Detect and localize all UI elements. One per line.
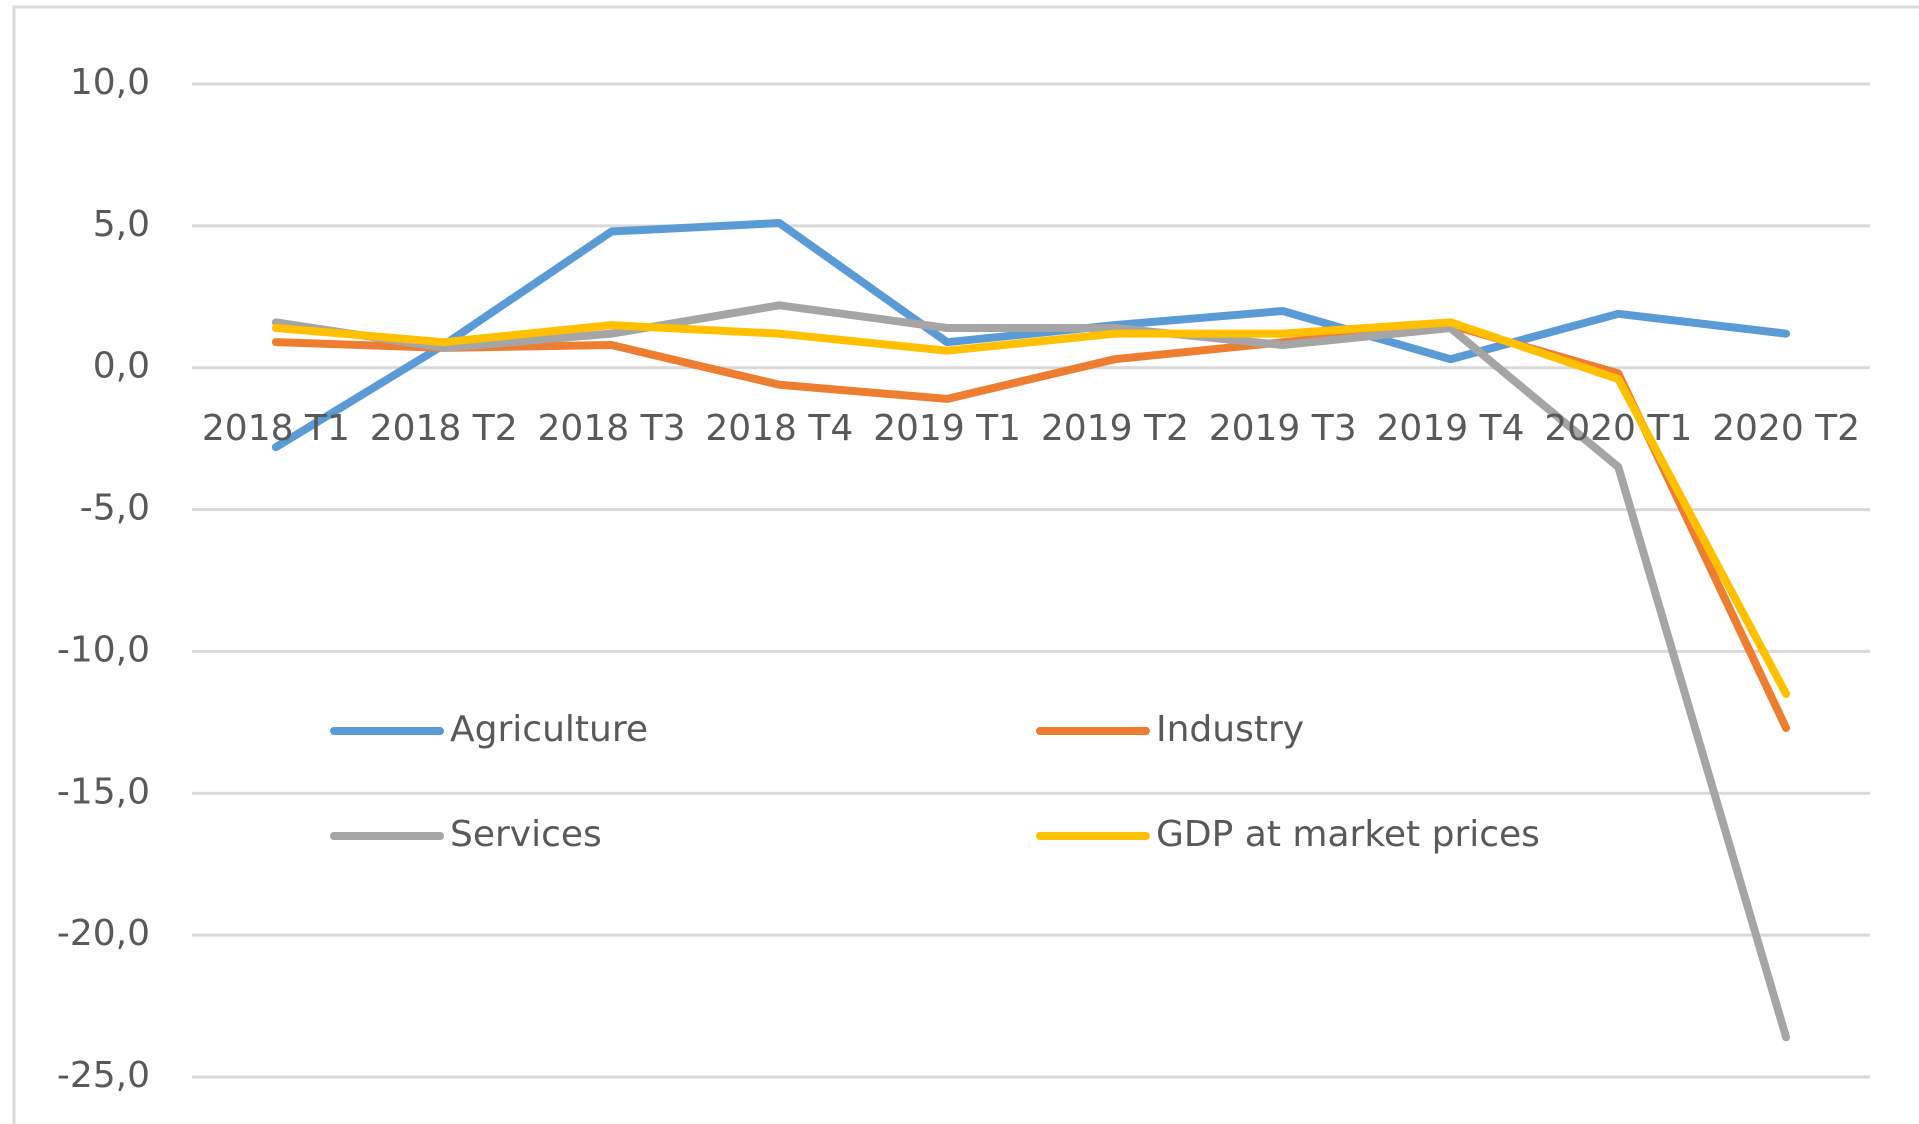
y-tick-label: 5,0 (93, 204, 150, 245)
x-tick-label: 2018 T3 (538, 408, 686, 449)
legend-label: Industry (1156, 709, 1304, 750)
legend-label: GDP at market prices (1156, 814, 1540, 855)
y-tick-label: 10,0 (70, 62, 150, 103)
x-tick-label: 2019 T3 (1209, 408, 1357, 449)
x-tick-label: 2020 T1 (1544, 408, 1692, 449)
x-tick-label: 2019 T4 (1377, 408, 1525, 449)
x-tick-label: 2018 T1 (202, 408, 350, 449)
y-tick-label: -20,0 (57, 913, 150, 954)
legend-label: Services (450, 814, 602, 855)
x-tick-label: 2018 T2 (370, 408, 518, 449)
x-tick-label: 2020 T2 (1712, 408, 1860, 449)
y-tick-label: -10,0 (57, 629, 150, 670)
x-tick-label: 2019 T1 (873, 408, 1021, 449)
legend-label: Agriculture (450, 709, 648, 750)
series-line (271, 301, 1791, 1042)
y-tick-label: -15,0 (57, 771, 150, 812)
y-tick-label: -5,0 (80, 488, 150, 529)
y-tick-label: 0,0 (93, 346, 150, 387)
series-line (271, 318, 1791, 698)
y-tick-label: -25,0 (57, 1055, 150, 1096)
x-tick-label: 2019 T2 (1041, 408, 1189, 449)
chart-frame (12, 5, 1919, 1124)
series-line (271, 219, 1791, 452)
x-tick-label: 2018 T4 (705, 408, 853, 449)
